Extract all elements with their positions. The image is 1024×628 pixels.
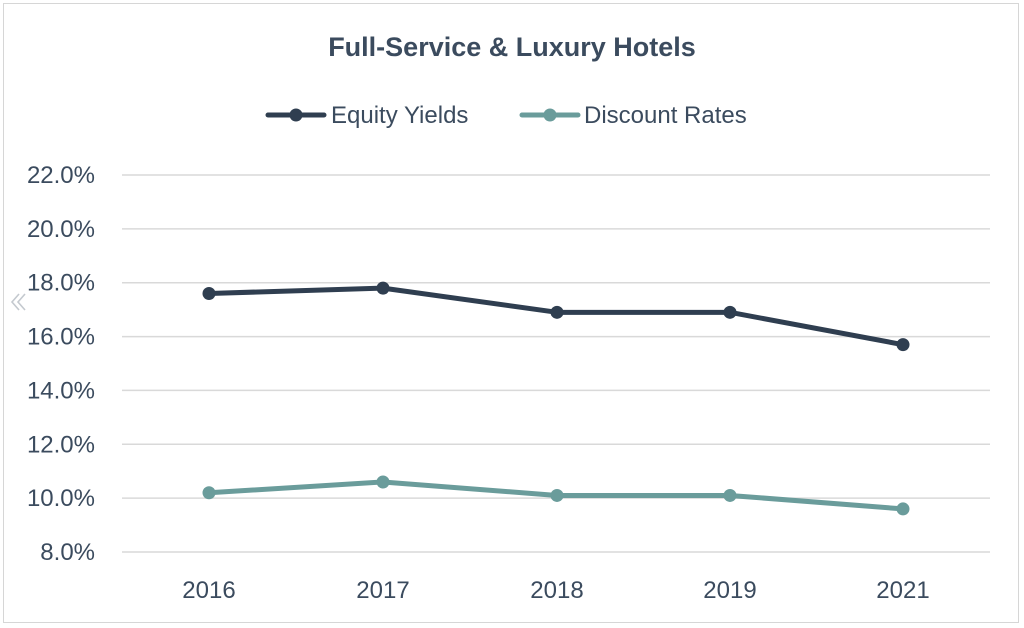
data-point [550, 488, 564, 502]
y-tick-label: 20.0% [27, 216, 95, 243]
x-tick-label: 2019 [703, 577, 756, 604]
x-tick-label: 2016 [182, 577, 235, 604]
data-point [550, 305, 564, 319]
data-point [896, 502, 910, 516]
x-tick-label: 2017 [356, 577, 409, 604]
y-tick-label: 14.0% [27, 377, 95, 404]
legend-item: Equity Yields [265, 102, 468, 129]
x-axis-tick-labels: 2016 2017 2018 2019 2021 [182, 577, 929, 604]
data-point [723, 305, 737, 319]
chevron-left-double-icon[interactable] [8, 290, 28, 314]
y-tick-label: 8.0% [40, 539, 95, 566]
data-point [202, 486, 216, 500]
data-point [202, 286, 216, 300]
y-tick-label: 18.0% [27, 270, 95, 297]
chart-legend: Equity Yields Discount Rates [265, 102, 747, 129]
legend-label: Equity Yields [331, 102, 468, 129]
data-point [723, 488, 737, 502]
y-tick-label: 22.0% [27, 162, 95, 189]
x-tick-label: 2018 [530, 577, 583, 604]
y-tick-label: 10.0% [27, 485, 95, 512]
legend-label: Discount Rates [584, 102, 747, 129]
x-tick-label: 2021 [876, 577, 929, 604]
y-tick-label: 12.0% [27, 431, 95, 458]
plot-area [202, 281, 910, 516]
data-point [896, 338, 910, 352]
chart-frame [3, 3, 1019, 623]
data-point [376, 475, 390, 489]
y-axis-tick-labels: 22.0% 20.0% 18.0% 16.0% 14.0% 12.0% 10.0% 8.0% [27, 162, 95, 566]
legend-swatch-marker [289, 108, 303, 122]
chart-title: Full-Service & Luxury Hotels [328, 32, 696, 62]
y-tick-label: 16.0% [27, 324, 95, 351]
data-point [376, 281, 390, 295]
legend-swatch-marker [543, 108, 557, 122]
legend-item: Discount Rates [519, 102, 747, 129]
